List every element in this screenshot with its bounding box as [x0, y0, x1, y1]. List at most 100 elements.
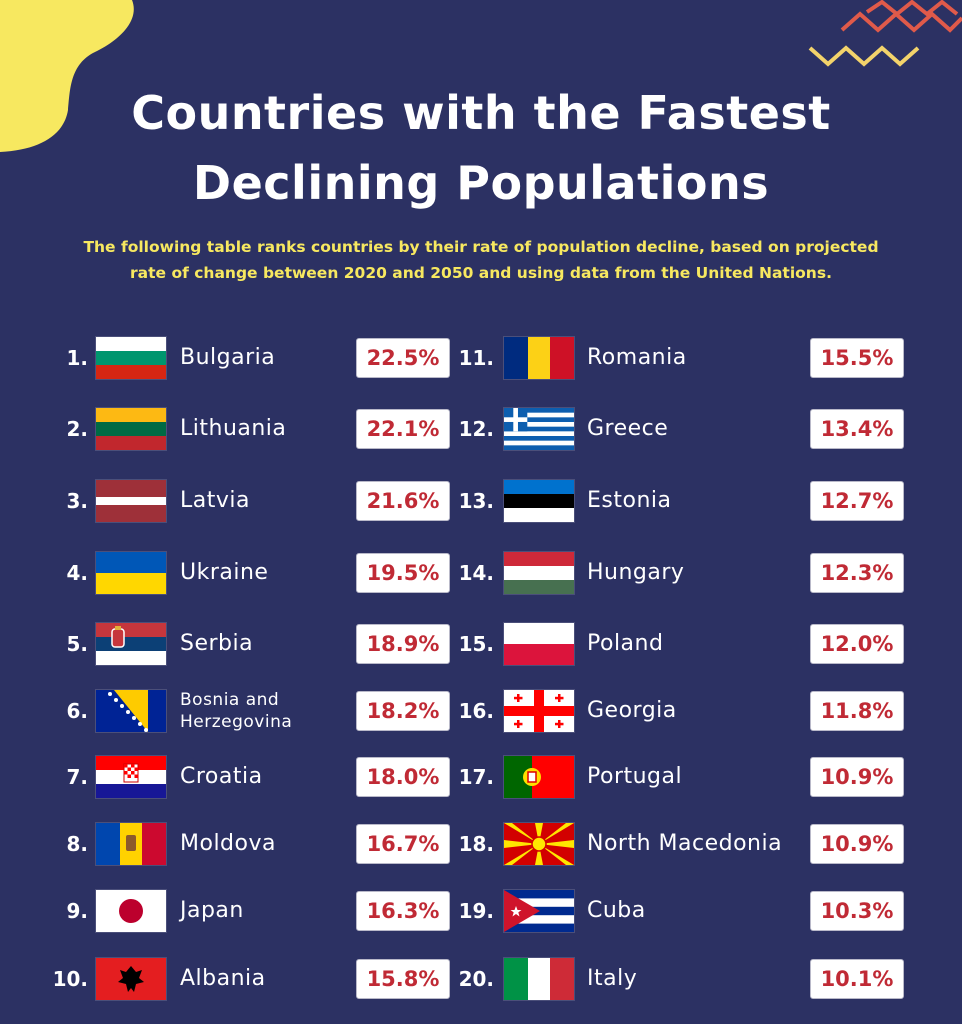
decline-value: 12.3%: [810, 553, 904, 593]
title-line-2: Declining Populations: [192, 156, 770, 210]
table-row: 12. Greece 13.4%: [0, 405, 962, 453]
zigzag-decoration: [808, 0, 962, 67]
ukraine-flag-icon: [96, 552, 166, 594]
table-row: 1. Bulgaria 22.5%: [0, 334, 962, 382]
table-row: 9. Japan 16.3%: [0, 887, 962, 935]
decline-value: 22.1%: [356, 409, 450, 449]
table-row: 15. Poland 12.0%: [0, 620, 962, 668]
country-name: Ukraine: [180, 560, 269, 585]
decline-value: 10.9%: [810, 757, 904, 797]
hungary-flag-icon: [504, 552, 574, 594]
country-name: Bulgaria: [180, 345, 276, 370]
rank-label: 15.: [458, 632, 494, 656]
latvia-flag-icon: [96, 480, 166, 522]
lithuania-flag-icon: [96, 408, 166, 450]
rank-label: 7.: [66, 765, 88, 789]
table-row: 18. North Macedonia 10.9%: [0, 820, 962, 868]
subtitle-line-1: The following table ranks countries by t…: [83, 238, 879, 256]
country-name: North Macedonia: [587, 831, 783, 856]
rank-label: 18.: [458, 832, 494, 856]
country-name: Hungary: [587, 560, 685, 585]
croatia-flag-icon: [96, 756, 166, 798]
rank-label: 2.: [66, 417, 88, 441]
decline-value: 22.5%: [356, 338, 450, 378]
rank-label: 10.: [52, 967, 88, 991]
country-name: Cuba: [587, 898, 646, 923]
title-line-1: Countries with the Fastest: [131, 86, 831, 140]
subtitle: The following table ranks countries by t…: [60, 234, 902, 286]
page-title: Countries with the Fastest Declining Pop…: [0, 78, 962, 218]
decline-value: 19.5%: [356, 553, 450, 593]
serbia-flag-icon: [96, 623, 166, 665]
rank-label: 1.: [66, 346, 88, 370]
cuba-flag-icon: [504, 890, 574, 932]
decline-value: 12.7%: [810, 481, 904, 521]
decline-value: 15.8%: [356, 959, 450, 999]
table-row: 17. Portugal 10.9%: [0, 753, 962, 801]
table-row: 14. Hungary 12.3%: [0, 549, 962, 597]
romania-flag-icon: [504, 337, 574, 379]
table-row: 5. Serbia 18.9%: [0, 620, 962, 668]
albania-flag-icon: [96, 958, 166, 1000]
rank-label: 3.: [66, 489, 88, 513]
rank-label: 14.: [458, 561, 494, 585]
rank-label: 11.: [458, 346, 494, 370]
poland-flag-icon: [504, 623, 574, 665]
decline-value: 10.3%: [810, 891, 904, 931]
rank-label: 8.: [66, 832, 88, 856]
table-row: 2. Lithuania 22.1%: [0, 405, 962, 453]
table-row: 4. Ukraine 19.5%: [0, 549, 962, 597]
decline-value: 15.5%: [810, 338, 904, 378]
decline-value: 18.2%: [356, 691, 450, 731]
greece-flag-icon: [504, 408, 574, 450]
rank-label: 4.: [66, 561, 88, 585]
decline-value: 18.0%: [356, 757, 450, 797]
north-macedonia-flag-icon: [504, 823, 574, 865]
table-row: 6. Bosnia and Herzegovina 18.2%: [0, 687, 962, 735]
table-row: 19. Cuba 10.3%: [0, 887, 962, 935]
table-row: 20. Italy 10.1%: [0, 955, 962, 1003]
rank-label: 20.: [458, 967, 494, 991]
decline-value: 16.3%: [356, 891, 450, 931]
estonia-flag-icon: [504, 480, 574, 522]
rank-label: 19.: [458, 899, 494, 923]
country-name: Portugal: [587, 764, 683, 789]
rank-label: 12.: [458, 417, 494, 441]
country-name: Estonia: [587, 488, 672, 513]
decline-value: 10.9%: [810, 824, 904, 864]
country-name: Italy: [587, 966, 638, 991]
rank-label: 16.: [458, 699, 494, 723]
italy-flag-icon: [504, 958, 574, 1000]
table-row: 16. Georgia 11.8%: [0, 687, 962, 735]
country-name: Romania: [587, 345, 687, 370]
subtitle-line-2: rate of change between 2020 and 2050 and…: [130, 264, 832, 282]
country-name: Georgia: [587, 698, 677, 723]
country-name: Lithuania: [180, 416, 287, 441]
rank-label: 5.: [66, 632, 88, 656]
decline-value: 12.0%: [810, 624, 904, 664]
table-row: 13. Estonia 12.7%: [0, 477, 962, 525]
decline-value: 13.4%: [810, 409, 904, 449]
rank-label: 9.: [66, 899, 88, 923]
table-row: 11. Romania 15.5%: [0, 334, 962, 382]
decline-value: 21.6%: [356, 481, 450, 521]
table-row: 7. Croatia 18.0%: [0, 753, 962, 801]
bulgaria-flag-icon: [96, 337, 166, 379]
decline-value: 18.9%: [356, 624, 450, 664]
country-name: Bosnia and Herzegovina: [180, 690, 293, 732]
moldova-flag-icon: [96, 823, 166, 865]
country-name: Poland: [587, 631, 664, 656]
rank-label: 17.: [458, 765, 494, 789]
decline-value: 16.7%: [356, 824, 450, 864]
yellow-blob-decoration: [0, 0, 134, 152]
table-row: 10. Albania 15.8%: [0, 955, 962, 1003]
country-name: Japan: [180, 898, 244, 923]
country-name: Moldova: [180, 831, 276, 856]
rank-label: 6.: [66, 699, 88, 723]
japan-flag-icon: [96, 890, 166, 932]
country-name: Latvia: [180, 488, 250, 513]
portugal-flag-icon: [504, 756, 574, 798]
decline-value: 11.8%: [810, 691, 904, 731]
rank-label: 13.: [458, 489, 494, 513]
country-name: Albania: [180, 966, 266, 991]
